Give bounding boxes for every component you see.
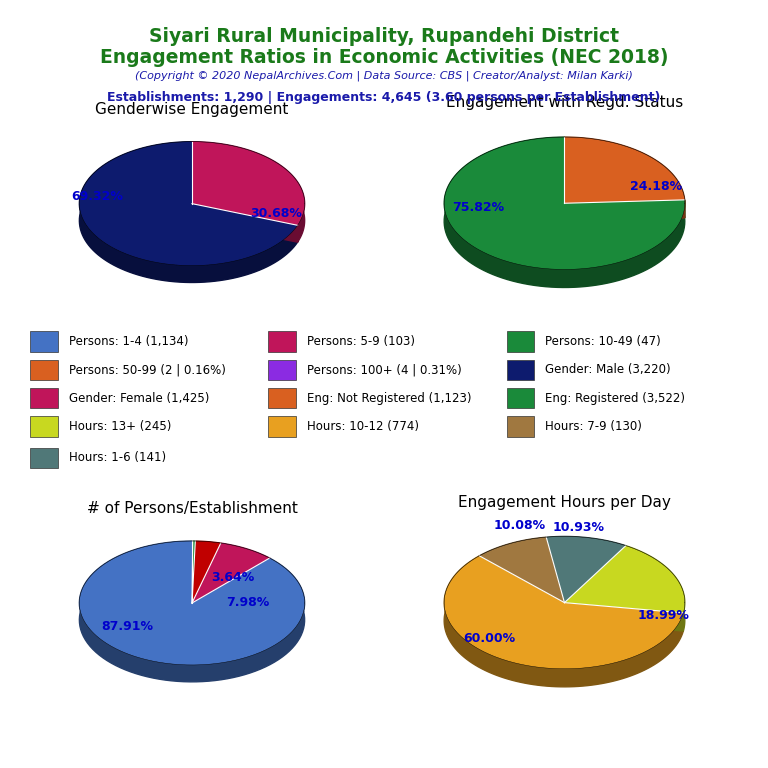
Polygon shape: [192, 204, 297, 242]
Polygon shape: [79, 141, 297, 283]
FancyBboxPatch shape: [30, 448, 58, 468]
Polygon shape: [564, 200, 684, 221]
Polygon shape: [79, 141, 297, 266]
Polygon shape: [79, 541, 305, 682]
Polygon shape: [192, 141, 305, 225]
Text: Eng: Registered (3,522): Eng: Registered (3,522): [545, 392, 685, 405]
Polygon shape: [192, 558, 270, 620]
FancyBboxPatch shape: [507, 416, 535, 437]
Polygon shape: [546, 537, 626, 564]
Polygon shape: [192, 541, 195, 620]
Text: (Copyright © 2020 NepalArchives.Com | Data Source: CBS | Creator/Analyst: Milan : (Copyright © 2020 NepalArchives.Com | Da…: [135, 71, 633, 81]
Polygon shape: [564, 137, 684, 204]
Polygon shape: [192, 541, 195, 620]
Text: 87.91%: 87.91%: [101, 620, 154, 633]
Polygon shape: [479, 556, 564, 621]
Title: Engagement Hours per Day: Engagement Hours per Day: [458, 495, 671, 510]
Text: Gender: Female (1,425): Gender: Female (1,425): [68, 392, 209, 405]
Text: Engagement Ratios in Economic Activities (NEC 2018): Engagement Ratios in Economic Activities…: [100, 48, 668, 68]
Polygon shape: [192, 558, 270, 620]
Text: 7.98%: 7.98%: [226, 596, 269, 608]
Polygon shape: [479, 537, 564, 603]
Text: Persons: 100+ (4 | 0.31%): Persons: 100+ (4 | 0.31%): [306, 363, 462, 376]
Polygon shape: [444, 137, 685, 287]
Polygon shape: [220, 543, 270, 575]
FancyBboxPatch shape: [269, 388, 296, 409]
Text: Hours: 1-6 (141): Hours: 1-6 (141): [68, 452, 166, 465]
Polygon shape: [564, 200, 684, 221]
Text: Persons: 10-49 (47): Persons: 10-49 (47): [545, 335, 660, 348]
Text: 10.08%: 10.08%: [494, 518, 546, 531]
Text: 3.64%: 3.64%: [212, 571, 255, 584]
FancyBboxPatch shape: [507, 388, 535, 409]
Text: 69.32%: 69.32%: [71, 190, 123, 204]
Polygon shape: [444, 556, 684, 669]
Polygon shape: [546, 537, 564, 621]
Polygon shape: [192, 543, 220, 620]
Text: 75.82%: 75.82%: [452, 201, 505, 214]
Text: Hours: 13+ (245): Hours: 13+ (245): [68, 420, 171, 433]
Polygon shape: [564, 603, 684, 631]
FancyBboxPatch shape: [30, 388, 58, 409]
Text: Eng: Not Registered (1,123): Eng: Not Registered (1,123): [306, 392, 472, 405]
FancyBboxPatch shape: [30, 331, 58, 352]
Text: Hours: 10-12 (774): Hours: 10-12 (774): [306, 420, 419, 433]
Polygon shape: [564, 603, 684, 631]
Text: Persons: 50-99 (2 | 0.16%): Persons: 50-99 (2 | 0.16%): [68, 363, 225, 376]
Title: # of Persons/Establishment: # of Persons/Establishment: [87, 501, 297, 516]
Polygon shape: [444, 556, 684, 687]
FancyBboxPatch shape: [30, 416, 58, 437]
Text: Establishments: 1,290 | Engagements: 4,645 (3.60 persons per Establishment): Establishments: 1,290 | Engagements: 4,6…: [108, 91, 660, 104]
FancyBboxPatch shape: [30, 359, 58, 380]
Title: Genderwise Engagement: Genderwise Engagement: [95, 101, 289, 117]
Title: Engagement with Regd. Status: Engagement with Regd. Status: [446, 95, 683, 111]
Polygon shape: [192, 543, 220, 620]
Polygon shape: [479, 537, 546, 574]
Text: 60.00%: 60.00%: [464, 631, 515, 644]
Polygon shape: [564, 546, 685, 613]
Text: Hours: 7-9 (130): Hours: 7-9 (130): [545, 420, 642, 433]
Text: Persons: 1-4 (1,134): Persons: 1-4 (1,134): [68, 335, 188, 348]
Polygon shape: [479, 556, 564, 621]
FancyBboxPatch shape: [269, 331, 296, 352]
Text: 30.68%: 30.68%: [250, 207, 302, 220]
Text: 24.18%: 24.18%: [631, 180, 683, 193]
FancyBboxPatch shape: [507, 359, 535, 380]
Polygon shape: [193, 541, 195, 558]
Polygon shape: [195, 541, 220, 560]
Polygon shape: [564, 546, 626, 621]
Polygon shape: [626, 546, 685, 631]
FancyBboxPatch shape: [269, 359, 296, 380]
Text: 18.99%: 18.99%: [637, 609, 690, 622]
Polygon shape: [564, 137, 684, 218]
Polygon shape: [546, 537, 564, 621]
Polygon shape: [192, 141, 305, 242]
FancyBboxPatch shape: [269, 416, 296, 437]
Text: Siyari Rural Municipality, Rupandehi District: Siyari Rural Municipality, Rupandehi Dis…: [149, 27, 619, 46]
Polygon shape: [192, 541, 195, 603]
FancyBboxPatch shape: [507, 331, 535, 352]
Text: 10.93%: 10.93%: [552, 521, 604, 534]
Polygon shape: [192, 204, 297, 242]
Text: Persons: 5-9 (103): Persons: 5-9 (103): [306, 335, 415, 348]
Polygon shape: [444, 137, 685, 270]
Polygon shape: [564, 546, 626, 621]
Polygon shape: [192, 541, 220, 603]
Polygon shape: [192, 543, 270, 603]
Polygon shape: [546, 537, 626, 603]
Text: Gender: Male (3,220): Gender: Male (3,220): [545, 363, 670, 376]
Polygon shape: [79, 541, 305, 665]
